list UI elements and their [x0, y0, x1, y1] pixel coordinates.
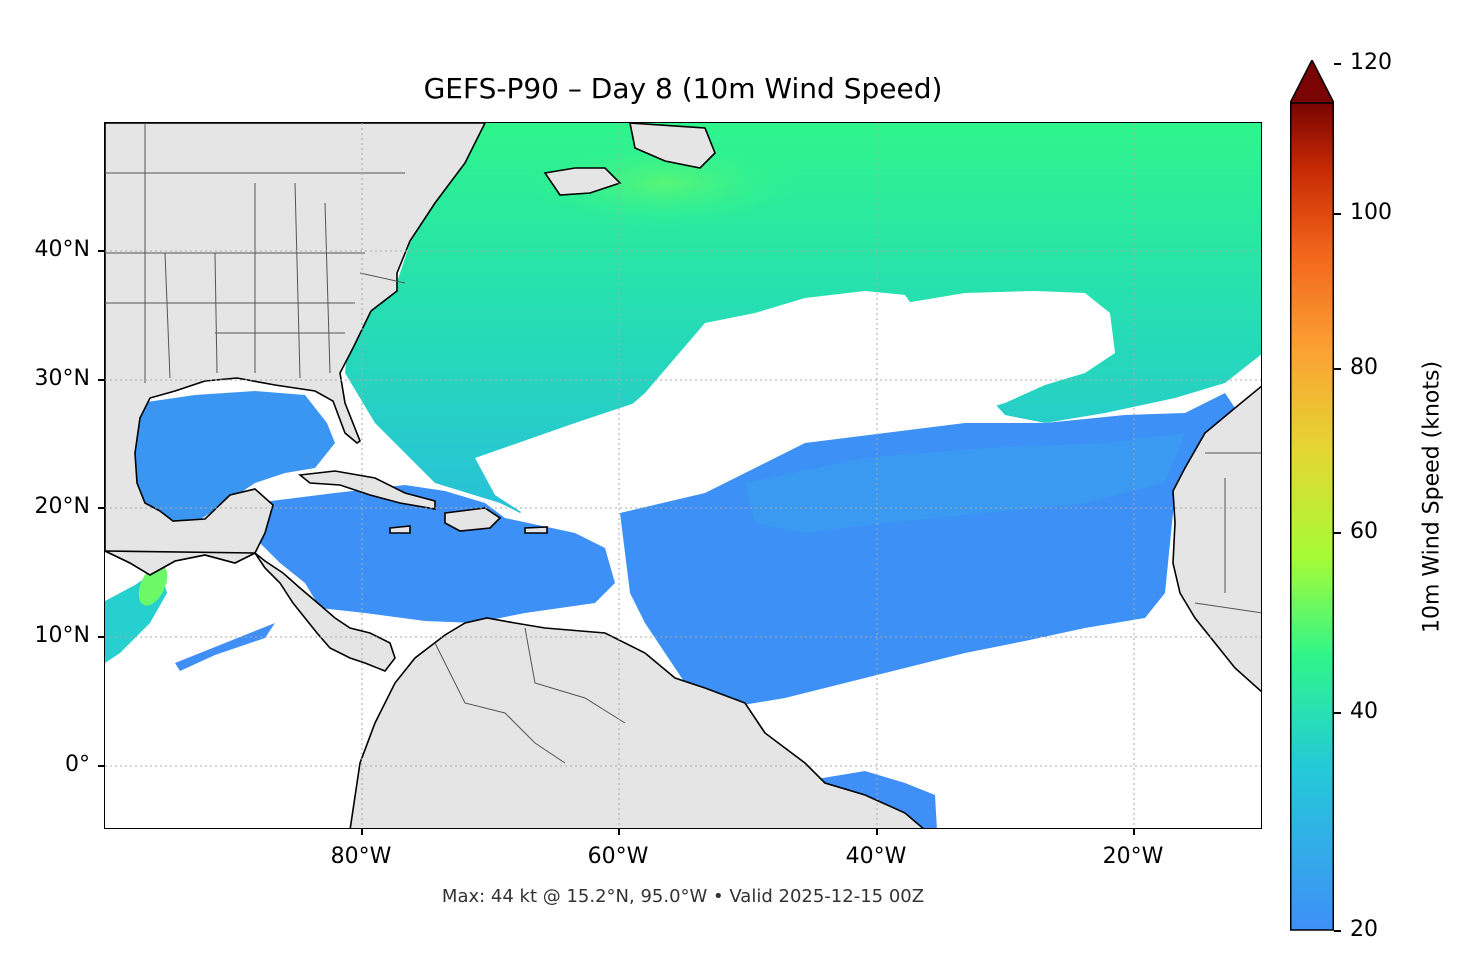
- colorbar-tick-label: 40: [1350, 699, 1378, 724]
- lon-label: 20°W: [1102, 844, 1164, 869]
- north-atlantic-wind-area: [345, 123, 1261, 513]
- pacific-jet-core: [138, 564, 168, 606]
- south-america-land: [349, 617, 924, 828]
- colorbar-title: 10m Wind Speed (knots): [1419, 360, 1445, 634]
- colorbar-tick: [1334, 213, 1341, 215]
- lon-tick: [876, 829, 878, 835]
- colorbar-tick: [1334, 63, 1341, 65]
- africa-land: [1172, 385, 1261, 693]
- colorbar-tick: [1334, 930, 1341, 932]
- gridlines: [105, 123, 1261, 828]
- colorbar-tick-label: 80: [1350, 355, 1378, 380]
- lat-label: 10°N: [34, 623, 90, 648]
- colorbar-tick-label: 20: [1350, 917, 1378, 942]
- central-america-land: [105, 550, 396, 672]
- lat-tick: [98, 379, 104, 381]
- lat-tick: [98, 636, 104, 638]
- wind-field-map: [105, 123, 1261, 828]
- lon-tick: [361, 829, 363, 835]
- jet-core: [525, 138, 805, 228]
- colorbar-tick-label: 120: [1350, 50, 1392, 75]
- caribbean-wind-area: [255, 485, 615, 623]
- lat-label: 40°N: [34, 237, 90, 262]
- map-title: GEFS-P90 – Day 8 (10m Wind Speed): [423, 72, 943, 105]
- lon-tick: [618, 829, 620, 835]
- lon-label: 60°W: [587, 844, 649, 869]
- newfoundland-land: [629, 123, 716, 169]
- lon-label: 80°W: [330, 844, 392, 869]
- state-boundaries: [105, 123, 1261, 764]
- nova-scotia-land: [543, 167, 622, 196]
- colorbar-tick: [1334, 712, 1341, 714]
- lat-label: 30°N: [34, 366, 90, 391]
- land-layer: [105, 123, 1261, 828]
- colorbar-tick-label: 100: [1350, 200, 1392, 225]
- lat-tick: [98, 507, 104, 509]
- map-panel[interactable]: [104, 122, 1262, 829]
- lat-tick: [98, 765, 104, 767]
- cuba-land: [297, 470, 436, 510]
- lat-label: 20°N: [34, 494, 90, 519]
- max-valid-caption: Max: 44 kt @ 15.2°N, 95.0°W • Valid 2025…: [441, 886, 925, 907]
- puerto-rico-land: [524, 526, 548, 534]
- lat-label: 0°: [65, 752, 90, 777]
- colorbar-extend-arrow: [1290, 60, 1334, 104]
- gulf-wind-area: [133, 391, 335, 528]
- colorbar-gradient: [1290, 102, 1334, 931]
- lon-label: 40°W: [845, 844, 907, 869]
- colorbar-tick-label: 60: [1350, 519, 1378, 544]
- lon-tick: [1133, 829, 1135, 835]
- lat-tick: [98, 250, 104, 252]
- calm-ridge-north: [475, 291, 1115, 525]
- jamaica-land: [389, 525, 411, 534]
- colorbar-tick: [1334, 532, 1341, 534]
- colorbar-tick: [1334, 368, 1341, 370]
- colorbar: [1290, 60, 1334, 931]
